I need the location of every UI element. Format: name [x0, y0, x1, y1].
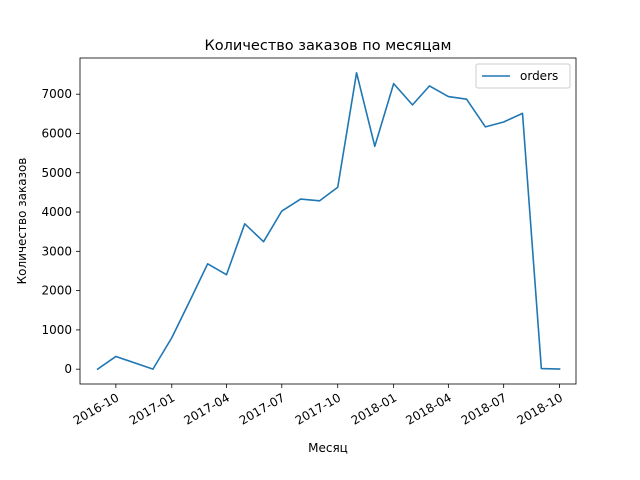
y-tick-label: 2000: [41, 284, 72, 298]
series-line-orders: [96, 72, 561, 371]
legend-box: [475, 63, 571, 89]
y-tick-label: 7000: [41, 87, 72, 101]
y-axis-title: Количество заказов: [15, 158, 29, 285]
axes-frame: [79, 57, 577, 385]
y-tick-label: 3000: [41, 244, 72, 258]
y-tick-label: 5000: [41, 166, 72, 180]
legend-label: orders: [520, 69, 558, 83]
chart-title: Количество заказов по месяцам: [205, 38, 452, 54]
y-tick-label: 0: [64, 362, 72, 376]
y-tick-label: 6000: [41, 126, 72, 140]
y-tick-label: 4000: [41, 205, 72, 219]
y-tick-label: 1000: [41, 323, 72, 337]
legend: orders: [475, 63, 571, 89]
x-axis-title: Месяц: [308, 441, 348, 455]
